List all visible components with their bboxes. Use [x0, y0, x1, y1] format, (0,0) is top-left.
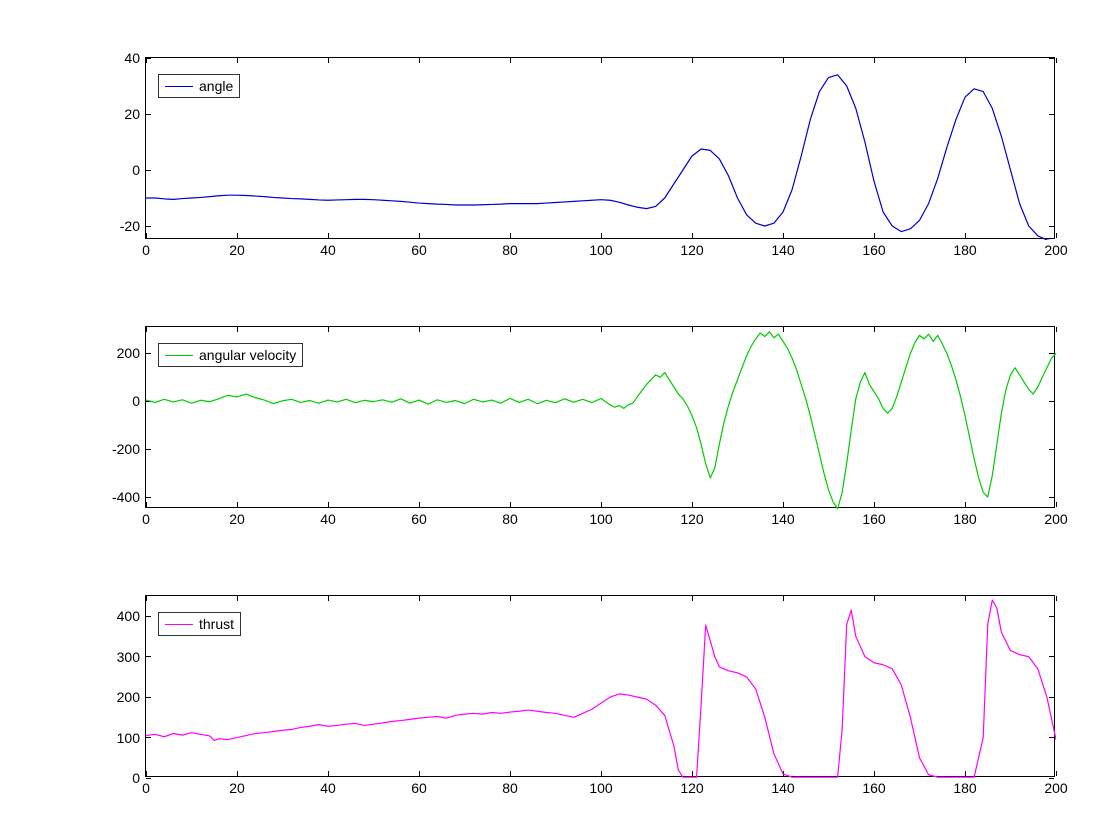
- x-tick-label: 20: [229, 780, 245, 796]
- x-tick-label: 200: [1044, 242, 1067, 258]
- y-tick-label: 20: [124, 106, 140, 122]
- y-tick-label: -200: [112, 441, 140, 457]
- x-tick-label: 140: [771, 242, 794, 258]
- x-tick-label: 120: [680, 242, 703, 258]
- y-tick-label: 200: [117, 689, 140, 705]
- plot-thrust: [146, 596, 1056, 778]
- y-tick-label: -400: [112, 489, 140, 505]
- y-tick-label: -20: [120, 218, 140, 234]
- x-tick-label: 40: [320, 242, 336, 258]
- x-tick-label: 160: [862, 511, 885, 527]
- axes-angular-velocity: 020406080100120140160180200-400-2000200a…: [145, 326, 1055, 508]
- y-tick-label: 0: [132, 162, 140, 178]
- x-tick-label: 160: [862, 780, 885, 796]
- x-tick-label: 160: [862, 242, 885, 258]
- legend-label: thrust: [199, 616, 234, 632]
- x-tick-label: 80: [502, 780, 518, 796]
- x-tick-label: 180: [953, 780, 976, 796]
- x-tick-label: 200: [1044, 511, 1067, 527]
- series-line: [146, 600, 1056, 777]
- legend-label: angle: [199, 78, 233, 94]
- x-tick-label: 100: [589, 780, 612, 796]
- y-tick-label: 0: [132, 770, 140, 786]
- series-line: [146, 75, 1056, 242]
- x-tick-label: 80: [502, 511, 518, 527]
- x-tick-label: 20: [229, 242, 245, 258]
- legend-swatch: [165, 86, 193, 87]
- x-tick-label: 40: [320, 780, 336, 796]
- axes-thrust: 0204060801001201401601802000100200300400…: [145, 595, 1055, 777]
- x-tick-label: 80: [502, 242, 518, 258]
- legend-label: angular velocity: [199, 347, 296, 363]
- legend-swatch: [165, 355, 193, 356]
- legend: angle: [158, 74, 240, 98]
- x-tick-label: 60: [411, 780, 427, 796]
- legend: angular velocity: [158, 343, 303, 367]
- x-tick-label: 180: [953, 511, 976, 527]
- x-tick-label: 180: [953, 242, 976, 258]
- x-tick-label: 140: [771, 780, 794, 796]
- x-tick-label: 120: [680, 511, 703, 527]
- x-tick-label: 40: [320, 511, 336, 527]
- x-tick-label: 100: [589, 511, 612, 527]
- y-tick-label: 0: [132, 393, 140, 409]
- x-tick-label: 140: [771, 511, 794, 527]
- axes-angle: 020406080100120140160180200-2002040angle: [145, 57, 1055, 239]
- legend-swatch: [165, 624, 193, 625]
- y-tick-label: 400: [117, 608, 140, 624]
- x-tick-label: 20: [229, 511, 245, 527]
- y-tick-label: 200: [117, 345, 140, 361]
- x-tick-label: 0: [142, 511, 150, 527]
- x-tick-label: 120: [680, 780, 703, 796]
- y-tick-label: 100: [117, 730, 140, 746]
- y-tick-label: 300: [117, 649, 140, 665]
- plot-angle: [146, 58, 1056, 240]
- x-tick-label: 60: [411, 511, 427, 527]
- x-tick-label: 0: [142, 242, 150, 258]
- x-tick-label: 200: [1044, 780, 1067, 796]
- y-tick-label: 40: [124, 50, 140, 66]
- x-tick-label: 100: [589, 242, 612, 258]
- x-tick-label: 60: [411, 242, 427, 258]
- figure: 020406080100120140160180200-2002040angle…: [0, 0, 1120, 840]
- x-tick-label: 0: [142, 780, 150, 796]
- legend: thrust: [158, 612, 241, 636]
